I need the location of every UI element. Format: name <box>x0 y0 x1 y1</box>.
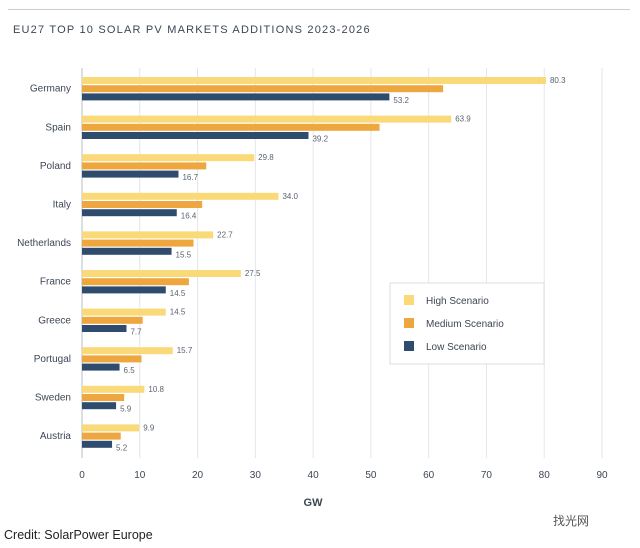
data-label-high: 14.5 <box>170 308 186 317</box>
category-label: Poland <box>40 161 71 172</box>
category-label: Greece <box>38 315 71 326</box>
bar-medium <box>82 162 207 170</box>
data-label-high: 10.8 <box>148 385 164 394</box>
header-rule <box>8 9 630 10</box>
bar-medium <box>82 278 189 286</box>
bar-medium <box>82 432 121 440</box>
bar-high <box>82 424 140 432</box>
category-label: Italy <box>53 200 71 211</box>
legend-swatch <box>404 295 414 305</box>
data-label-low: 7.7 <box>130 328 142 337</box>
credit-text: Credit: SolarPower Europe <box>4 528 153 542</box>
data-label-high: 29.8 <box>258 153 274 162</box>
bar-low <box>82 170 179 178</box>
data-label-high: 34.0 <box>282 192 298 201</box>
bar-medium <box>82 394 125 401</box>
category-label: Germany <box>30 84 71 95</box>
data-label-high: 15.7 <box>177 346 193 355</box>
data-label-low: 53.2 <box>393 96 409 105</box>
legend-box <box>389 282 545 365</box>
data-label-high: 22.7 <box>217 230 233 239</box>
bar-high <box>82 270 241 277</box>
bar-low <box>82 132 309 139</box>
data-label-high: 80.3 <box>550 76 566 85</box>
bars <box>82 77 546 448</box>
bar-low <box>82 440 113 448</box>
data-label-low: 16.7 <box>182 173 198 182</box>
x-tick-label: 30 <box>250 470 262 481</box>
x-tick-label: 60 <box>423 470 435 481</box>
bar-low <box>82 325 127 332</box>
x-tick-label: 50 <box>365 470 377 481</box>
bar-medium <box>82 239 194 247</box>
category-label: Portugal <box>34 354 71 365</box>
bar-high <box>82 308 166 316</box>
category-labels: Germany Spain Poland Italy Netherlands France… <box>17 84 71 442</box>
legend-swatch <box>404 341 414 351</box>
data-label-low: 39.2 <box>312 135 328 144</box>
bar-low <box>82 286 166 294</box>
category-label: Sweden <box>35 393 71 404</box>
data-label-low: 16.4 <box>181 212 197 221</box>
category-label: Netherlands <box>17 238 71 249</box>
legend-label: High Scenario <box>426 296 489 307</box>
bar-medium <box>82 201 203 208</box>
data-labels: 80.3 53.2 63.9 39.2 29.8 16.7 34.0 16.4 22.7 15.5… <box>116 76 566 452</box>
data-label-low: 15.5 <box>176 250 192 259</box>
category-label: France <box>40 277 72 288</box>
x-axis-label: GW <box>304 497 324 509</box>
legend-label: Low Scenario <box>426 342 487 353</box>
x-tick-label: 20 <box>192 470 204 481</box>
bar-low <box>82 247 172 255</box>
chart-title: EU27 TOP 10 SOLAR PV MARKETS ADDITIONS 2… <box>13 24 371 36</box>
watermark-logo: 找光网 <box>553 514 590 528</box>
x-tick-labels: 0 10 20 30 40 50 60 70 80 90 <box>79 470 608 481</box>
legend-label: Medium Scenario <box>426 319 504 330</box>
bar-high <box>82 154 255 162</box>
bar-low <box>82 93 390 101</box>
x-tick-label: 80 <box>539 470 551 481</box>
bar-low <box>82 209 177 217</box>
bar-high <box>82 115 452 123</box>
bar-medium <box>82 85 444 93</box>
legend: High Scenario Medium Scenario Low Scenario <box>389 282 545 365</box>
x-tick-label: 70 <box>481 470 493 481</box>
x-tick-label: 90 <box>596 470 608 481</box>
bar-high <box>82 77 546 84</box>
bar-high <box>82 385 145 393</box>
bar-low <box>82 402 117 410</box>
x-tick-label: 0 <box>79 470 85 481</box>
legend-swatch <box>404 318 414 328</box>
data-label-low: 6.5 <box>124 366 136 375</box>
data-label-low: 5.9 <box>120 405 132 414</box>
bar-high <box>82 347 173 355</box>
data-label-low: 14.5 <box>170 289 186 298</box>
bar-high <box>82 192 279 200</box>
bar-medium <box>82 355 142 363</box>
x-tick-label: 40 <box>308 470 320 481</box>
data-label-low: 5.2 <box>116 443 128 452</box>
data-label-high: 9.9 <box>143 423 155 432</box>
data-label-high: 27.5 <box>245 269 261 278</box>
data-label-high: 63.9 <box>455 115 471 124</box>
category-label: Spain <box>45 122 71 133</box>
category-label: Austria <box>40 431 72 442</box>
bar-high <box>82 231 214 239</box>
x-tick-label: 10 <box>134 470 146 481</box>
bar-medium <box>82 123 380 131</box>
bar-low <box>82 363 120 371</box>
bar-medium <box>82 316 143 324</box>
